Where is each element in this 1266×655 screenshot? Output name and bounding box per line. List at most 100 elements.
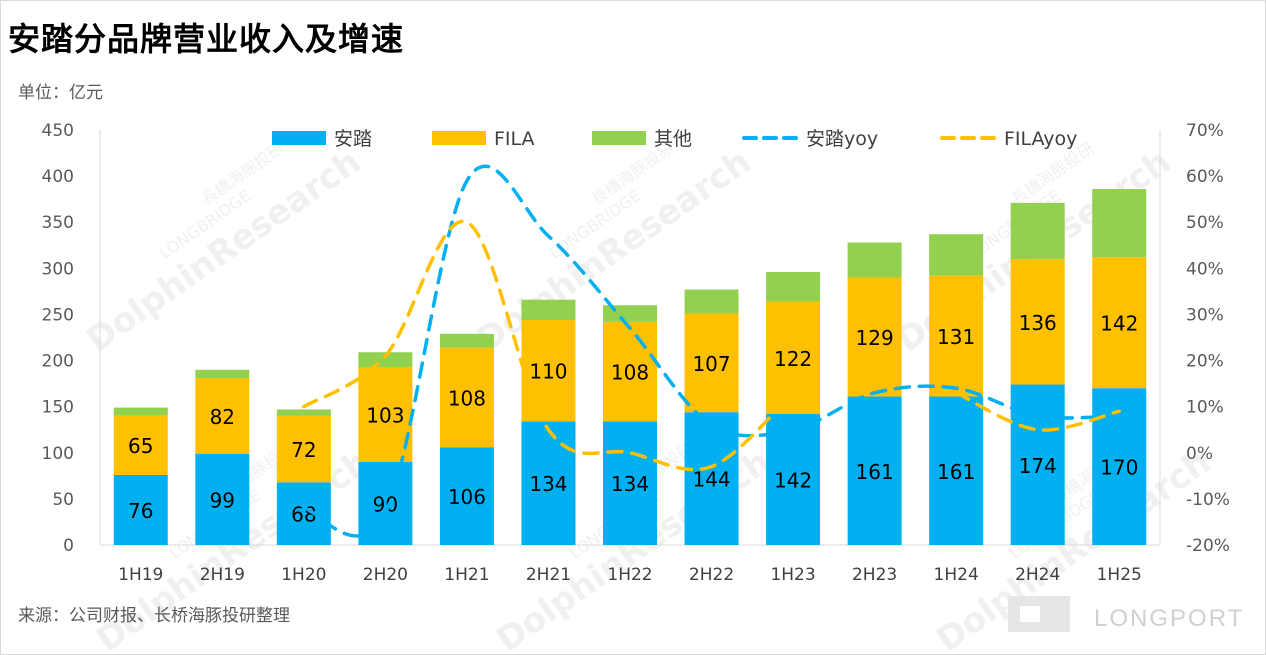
legend-label: 安踏 [334, 128, 372, 150]
longport-logo [1008, 596, 1070, 632]
right-tick-label: 60% [1186, 167, 1224, 187]
bar-fila [847, 277, 902, 397]
legend-swatch [272, 131, 326, 145]
bar-value-label: 72 [291, 438, 316, 462]
bar-fila [1092, 257, 1147, 389]
yoy-line-anta [302, 164, 1121, 538]
bar-anta [684, 412, 739, 545]
x-tick-label: 2H24 [1015, 565, 1060, 585]
bar-value-label: 108 [448, 386, 486, 410]
bar-value-label: 103 [366, 404, 404, 428]
bar-fila [113, 414, 168, 475]
bar-anta [276, 482, 331, 545]
bar-value-label: 107 [692, 352, 730, 376]
bar-anta [358, 462, 413, 545]
bar-other [195, 369, 250, 379]
source-note: 来源：公司财报、长桥海豚投研整理 [18, 606, 290, 626]
bar-fila [603, 321, 657, 422]
bar-value-label: 131 [937, 325, 975, 349]
right-tick-label: 40% [1186, 259, 1224, 279]
bar-value-label: 99 [210, 488, 235, 512]
bar-other [113, 407, 168, 415]
legend-item: FILAyoy [940, 128, 1077, 150]
bar-other [766, 272, 821, 302]
x-tick-label: 1H25 [1097, 565, 1142, 585]
bar-value-label: 108 [611, 361, 649, 385]
legend-label: 安踏yoy [806, 128, 878, 150]
yoy-line-fila [954, 391, 1121, 432]
bar-other [929, 234, 984, 276]
x-axis-labels: 1H19 2H19 1H20 2H20 1H21 2H21 1H22 2H22 1H23 2H23… [118, 565, 1142, 585]
legend-swatch [592, 131, 646, 145]
bar-value-label: 142 [774, 469, 812, 493]
bar-fila [439, 347, 494, 448]
x-tick-label: 2H22 [689, 565, 734, 585]
left-tick-label: 150 [42, 398, 74, 418]
bar-fila [521, 319, 576, 422]
bar-other [439, 333, 494, 348]
bar-anta [195, 453, 250, 545]
legend-item: 其他 [592, 128, 692, 150]
legend-label: 其他 [654, 128, 692, 150]
left-tick-label: 400 [42, 167, 74, 187]
x-tick-label: 2H19 [200, 565, 245, 585]
legend-item: 安踏yoy [742, 128, 878, 150]
right-tick-label: 0% [1186, 444, 1213, 464]
left-tick-label: 250 [42, 305, 74, 325]
right-y-axis: -20% -10% 0% 10% 20% 30% 40% 50% 60% 70% [1159, 121, 1230, 556]
bar-fila [1010, 259, 1065, 385]
x-tick-label: 1H23 [770, 565, 815, 585]
left-tick-label: 350 [42, 213, 74, 233]
bar-value-label: 134 [611, 472, 649, 496]
bar-other [521, 299, 576, 320]
bar-anta [439, 447, 494, 545]
right-tick-label: -20% [1186, 536, 1230, 556]
bar-anta [603, 421, 657, 545]
x-tick-label: 1H24 [934, 565, 979, 585]
bars: 7665998268729010310610813411013410814410… [113, 189, 1147, 545]
legend: 安踏 FILA 其他 安踏yoy FILAyoy [272, 128, 1077, 150]
x-tick-label: 1H22 [607, 565, 652, 585]
x-tick-label: 2H23 [852, 565, 897, 585]
bar-anta [113, 474, 168, 545]
left-tick-label: 450 [42, 121, 74, 141]
left-tick-label: 100 [42, 444, 74, 464]
x-tick-label: 2H20 [363, 565, 408, 585]
legend-swatch [432, 131, 486, 145]
bar-fila [929, 275, 984, 397]
bar-value-label: 82 [210, 405, 235, 429]
bar-value-label: 142 [1100, 312, 1138, 336]
unit-label: 单位：亿元 [18, 83, 103, 103]
bar-other [1010, 202, 1065, 260]
bar-other [684, 289, 739, 314]
bar-value-label: 174 [1019, 454, 1057, 478]
bar-anta [766, 414, 821, 545]
longport-logo-text: LONGPORT [1094, 605, 1245, 632]
left-tick-label: 50 [52, 490, 74, 510]
x-tick-label: 1H20 [281, 565, 326, 585]
bar-value-label: 136 [1019, 311, 1057, 335]
bar-value-label: 65 [128, 434, 153, 458]
bar-value-label: 106 [448, 485, 486, 509]
bar-fila [358, 367, 413, 462]
yoy-lines [302, 164, 1121, 538]
bar-value-label: 122 [774, 347, 812, 371]
legend-label: FILAyoy [1004, 128, 1077, 150]
bar-value-label: 144 [692, 468, 730, 492]
bar-other [1092, 189, 1147, 258]
bar-value-label: 76 [128, 499, 153, 523]
legend-item: FILA [432, 128, 535, 150]
right-tick-label: -10% [1186, 490, 1230, 510]
right-tick-label: 20% [1186, 352, 1224, 372]
bar-anta [929, 396, 984, 545]
yoy-line-fila [302, 219, 795, 472]
bar-value-label: 170 [1100, 456, 1138, 480]
chart-title: 安踏分品牌营业收入及增速 [8, 20, 405, 58]
x-tick-label: 1H19 [118, 565, 163, 585]
left-tick-label: 0 [63, 536, 74, 556]
bar-other [358, 352, 413, 368]
x-tick-label: 2H21 [526, 565, 571, 585]
right-tick-label: 10% [1186, 398, 1224, 418]
bar-anta [521, 421, 576, 545]
